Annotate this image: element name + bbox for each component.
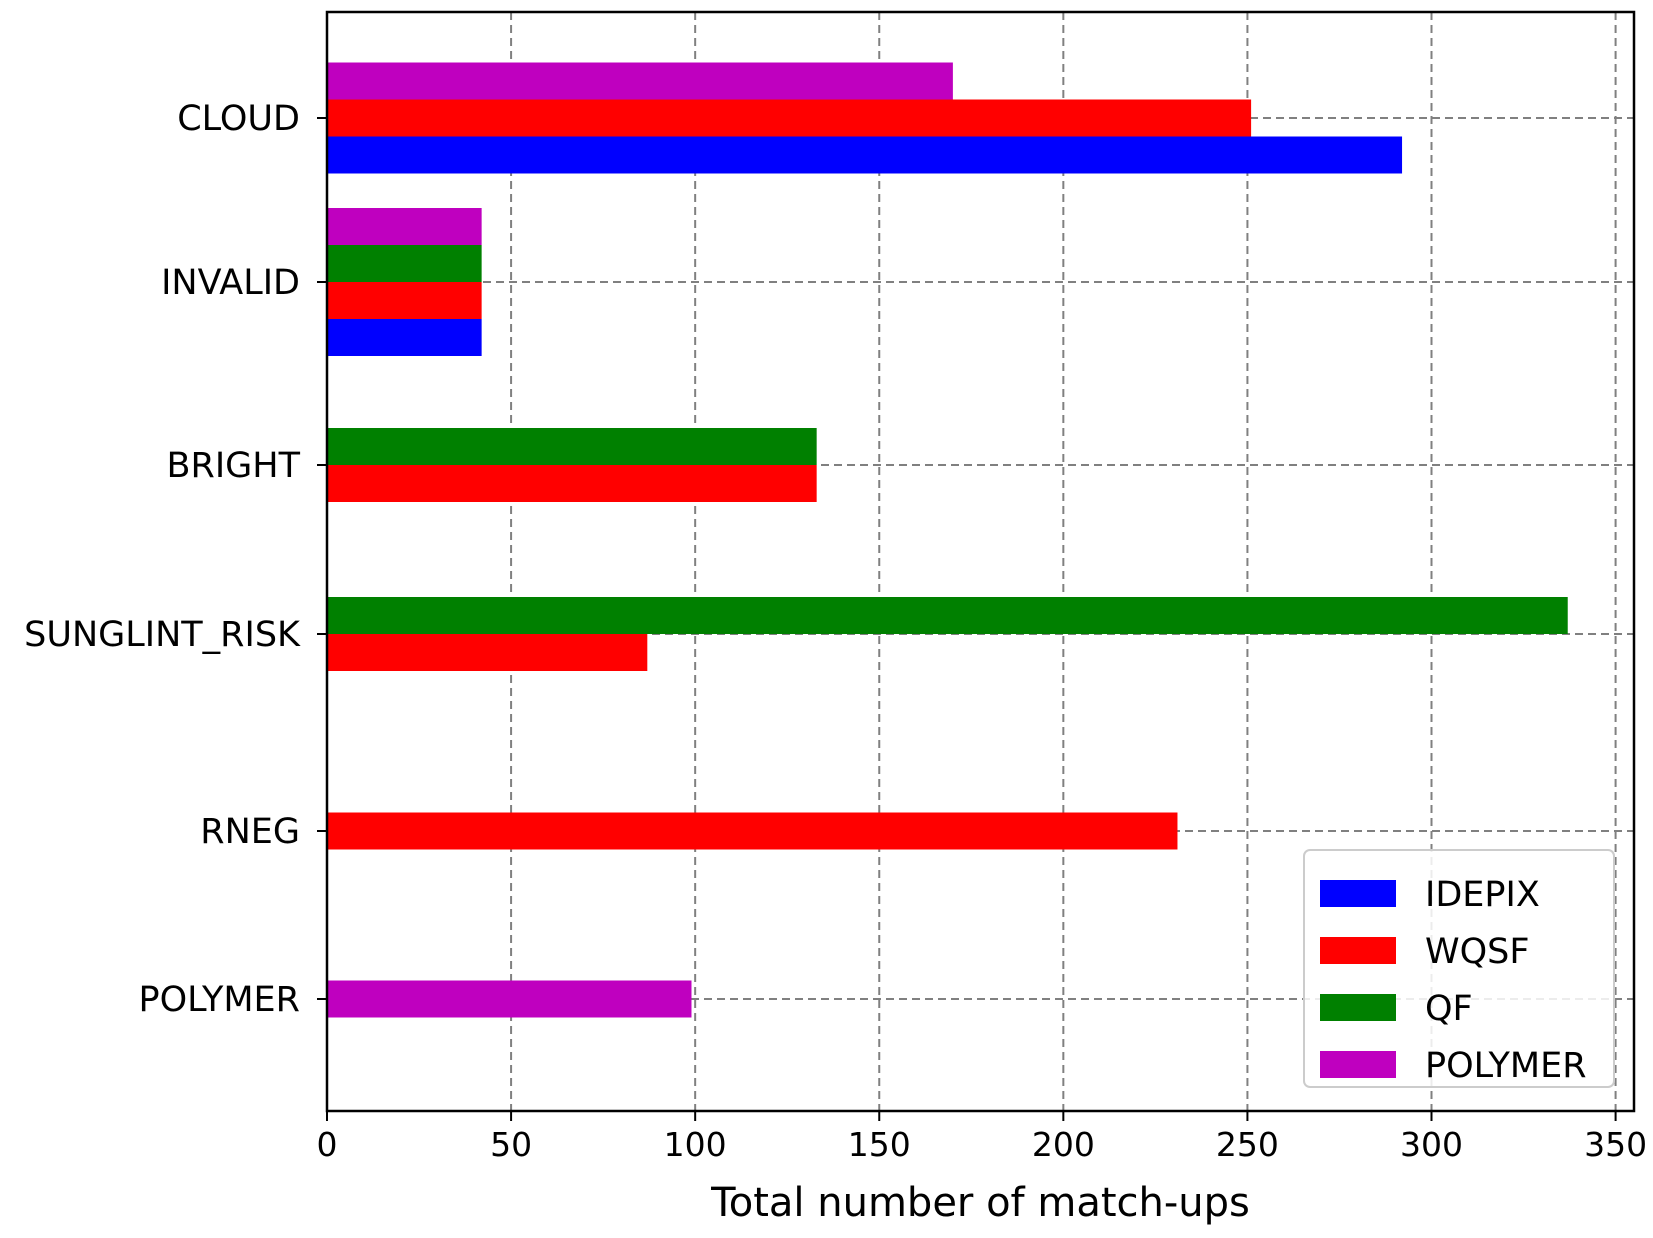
ticks: 0 50 100 150 200 250 300 350 CLOUD INVALID BRIGHT S… — [24, 99, 1647, 1164]
bar-bright-qf — [327, 428, 817, 465]
bar-invalid-idepix — [327, 319, 482, 356]
x-tick-label: 250 — [1216, 1125, 1279, 1164]
legend-label-wqsf: WQSF — [1425, 932, 1530, 972]
bar-invalid-wqsf — [327, 282, 482, 319]
bar-sunglint_risk-qf — [327, 597, 1568, 634]
legend-swatch-polymer — [1320, 1051, 1396, 1078]
bar-invalid-qf — [327, 245, 482, 282]
legend: IDEPIX WQSF QF POLYMER — [1303, 849, 1615, 1088]
y-tick-label: CLOUD — [177, 99, 300, 139]
y-tick-label: RNEG — [200, 812, 300, 852]
x-tick-label: 200 — [1032, 1125, 1095, 1164]
bar-bright-wqsf — [327, 465, 817, 502]
bar-invalid-polymer — [327, 208, 482, 245]
legend-box — [1303, 849, 1615, 1088]
bar-rneg-wqsf — [327, 812, 1178, 850]
legend-label-idepix: IDEPIX — [1425, 875, 1540, 915]
x-tick-label: 0 — [317, 1125, 338, 1164]
bar-sunglint_risk-wqsf — [327, 634, 648, 671]
x-axis-label: Total number of match-ups — [710, 1180, 1250, 1226]
x-tick-label: 300 — [1400, 1125, 1463, 1164]
x-tick-label: 50 — [490, 1125, 532, 1164]
bars — [327, 62, 1568, 1018]
bar-cloud-wqsf — [327, 99, 1252, 137]
axes-frame — [325, 10, 1636, 1113]
legend-swatch-qf — [1320, 994, 1396, 1021]
x-tick-label: 350 — [1584, 1125, 1647, 1164]
y-tick-label: POLYMER — [138, 980, 300, 1020]
legend-label-qf: QF — [1425, 989, 1473, 1029]
legend-label-polymer: POLYMER — [1425, 1046, 1587, 1086]
x-tick-label: 150 — [848, 1125, 911, 1164]
legend-swatch-idepix — [1320, 880, 1396, 907]
bar-polymer-polymer — [327, 980, 692, 1018]
bar-cloud-idepix — [327, 136, 1403, 174]
y-tick-label: SUNGLINT_RISK — [24, 615, 301, 655]
x-tick-label: 100 — [664, 1125, 727, 1164]
y-tick-label: INVALID — [161, 263, 300, 303]
y-tick-label: BRIGHT — [167, 446, 301, 486]
bar-cloud-polymer — [327, 62, 953, 100]
legend-swatch-wqsf — [1320, 937, 1396, 964]
